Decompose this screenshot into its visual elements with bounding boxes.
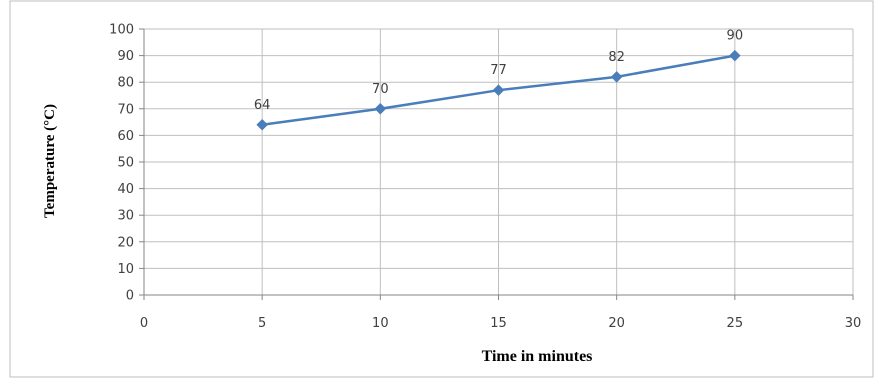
data-label: 82 — [608, 50, 625, 65]
y-tick-label: 50 — [117, 156, 134, 171]
y-tick-label: 100 — [109, 23, 134, 38]
x-tick-label: 0 — [140, 316, 148, 331]
y-tick-label: 0 — [126, 289, 134, 304]
x-tick-label: 5 — [258, 316, 266, 331]
x-tick-label: 10 — [372, 316, 389, 331]
y-tick-label: 20 — [117, 235, 134, 250]
data-point-marker — [728, 49, 741, 62]
y-tick-label: 70 — [117, 102, 134, 117]
data-point-marker — [610, 71, 623, 83]
data-labels: 64 70 77 82 90 — [254, 29, 743, 113]
x-tick-label: 20 — [608, 316, 625, 331]
y-tick-label: 60 — [117, 129, 134, 144]
y-tick-label: 80 — [117, 76, 134, 91]
data-label: 70 — [372, 82, 389, 97]
x-tick-label: 25 — [727, 316, 744, 331]
x-axis-title: Time in minutes — [482, 348, 593, 365]
data-label: 90 — [727, 29, 744, 44]
data-point-marker — [256, 118, 269, 131]
data-label: 77 — [490, 63, 507, 78]
y-tick-label: 90 — [117, 49, 134, 64]
data-label: 64 — [254, 98, 271, 113]
y-tick-label: 30 — [117, 209, 134, 224]
x-tick-label: 30 — [845, 316, 862, 331]
axes: 0 10 20 30 40 50 60 70 80 90 100 0 5 10 15 20 25 30 — [109, 23, 861, 332]
data-series — [256, 49, 741, 131]
data-point-marker — [374, 102, 387, 115]
y-tick-label: 10 — [117, 262, 134, 277]
y-tick-label: 40 — [117, 182, 134, 197]
data-point-marker — [492, 84, 505, 97]
x-tick-label: 15 — [490, 316, 507, 331]
y-axis-title: Temperature (°C) — [42, 104, 58, 218]
